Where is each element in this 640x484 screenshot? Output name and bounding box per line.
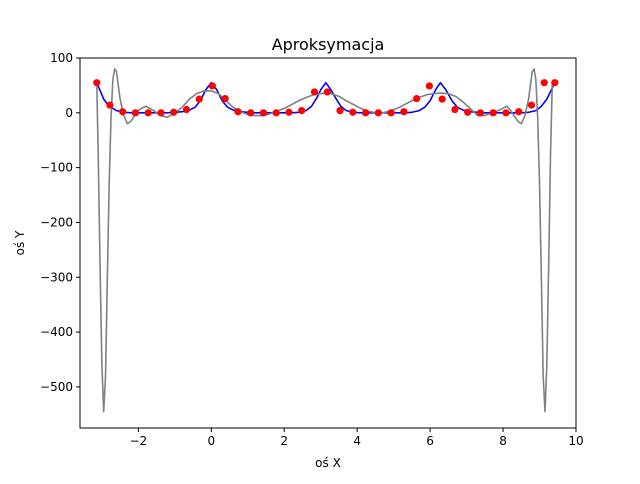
x-tick-label: 6 — [426, 434, 434, 448]
data-point — [310, 88, 319, 96]
plot-area — [79, 57, 577, 429]
y-tick-label: −100 — [40, 161, 73, 175]
y-tick-label: 100 — [50, 51, 73, 65]
data-point — [451, 105, 459, 114]
y-tick-label: −300 — [40, 270, 73, 284]
data-point — [413, 94, 421, 103]
x-tick-label: −2 — [130, 434, 148, 448]
y-axis-label: oś Y — [13, 230, 27, 255]
data-point — [361, 109, 370, 117]
x-tick-label: 0 — [207, 434, 215, 448]
data-point — [527, 101, 536, 109]
data-point — [502, 109, 510, 117]
data-point — [349, 108, 357, 116]
data-point — [93, 79, 101, 87]
data-point — [285, 108, 293, 116]
chart-title: Aproksymacja — [272, 35, 385, 54]
y-tick-label: −400 — [40, 325, 73, 339]
data-point — [234, 108, 242, 116]
data-point — [119, 108, 127, 116]
data-point — [515, 108, 523, 116]
x-tick-label: 2 — [280, 434, 288, 448]
data-point — [208, 82, 216, 90]
data-point — [425, 82, 433, 90]
data-point — [247, 109, 255, 117]
y-tick-label: −500 — [40, 380, 73, 394]
data-point — [489, 109, 497, 117]
data-point — [144, 109, 152, 117]
data-point — [195, 95, 203, 103]
data-point — [400, 108, 408, 116]
data-point — [336, 107, 344, 115]
data-point — [221, 94, 229, 103]
data-point — [464, 108, 472, 116]
data-point — [387, 109, 395, 117]
y-tick-label: −200 — [40, 215, 73, 229]
y-axis-ticks: 100 0 −100 −200 −300 −400 −500 — [40, 51, 80, 394]
data-point — [374, 109, 382, 117]
data-point — [259, 109, 268, 117]
x-axis-ticks: −2 0 2 4 6 8 10 — [130, 428, 584, 448]
data-point — [131, 109, 140, 117]
x-tick-label: 10 — [568, 434, 583, 448]
x-tick-label: 8 — [499, 434, 507, 448]
series-markers — [93, 79, 559, 117]
data-point — [298, 107, 306, 115]
data-point — [182, 105, 191, 114]
y-tick-label: 0 — [65, 106, 73, 120]
data-point — [272, 109, 280, 117]
data-point — [438, 95, 446, 103]
data-point — [106, 101, 114, 109]
data-point — [157, 109, 165, 117]
data-point — [551, 79, 559, 87]
x-tick-label: 4 — [353, 434, 361, 448]
data-point — [170, 108, 178, 116]
data-point — [476, 109, 485, 117]
data-point — [323, 88, 331, 96]
x-axis-label: oś X — [315, 456, 341, 470]
data-point — [540, 79, 548, 87]
